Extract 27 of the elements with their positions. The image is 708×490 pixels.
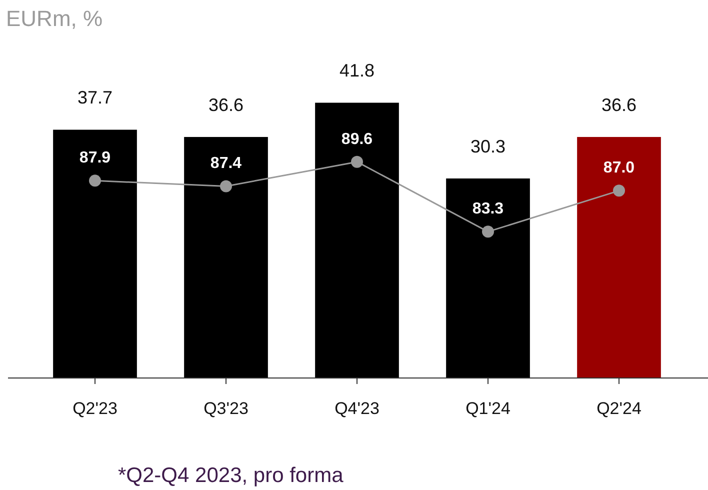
data-label: 83.3 <box>472 200 504 218</box>
bar <box>446 178 530 378</box>
data-label: 87.0 <box>603 160 635 177</box>
point <box>89 174 101 187</box>
point <box>220 180 232 192</box>
bar <box>315 102 399 378</box>
data-label: 87.4 <box>210 155 242 172</box>
text: *Q2-Q4 2023, pro forma <box>118 464 344 487</box>
data-label: 89.6 <box>341 130 373 148</box>
data-label: 36.6 <box>601 94 637 115</box>
bar <box>577 136 661 378</box>
data-label: 41.8 <box>339 60 375 81</box>
x-tick-label: Q2'24 <box>596 399 642 418</box>
chart-title: EURm, % <box>6 6 103 31</box>
point <box>613 184 625 197</box>
data-label: 36.6 <box>208 94 244 115</box>
x-tick-label: Q3'23 <box>204 399 248 418</box>
data-label: 87.9 <box>79 150 111 167</box>
bar <box>53 130 137 378</box>
bar <box>184 136 268 378</box>
x-tick-label: Q2'23 <box>72 399 118 418</box>
data-label: 30.3 <box>470 136 506 156</box>
x-tick-label: Q1'24 <box>466 399 510 418</box>
data-label: 37.7 <box>77 88 113 108</box>
point <box>482 226 494 238</box>
point <box>351 156 363 168</box>
x-tick-label: Q4'23 <box>334 399 380 418</box>
